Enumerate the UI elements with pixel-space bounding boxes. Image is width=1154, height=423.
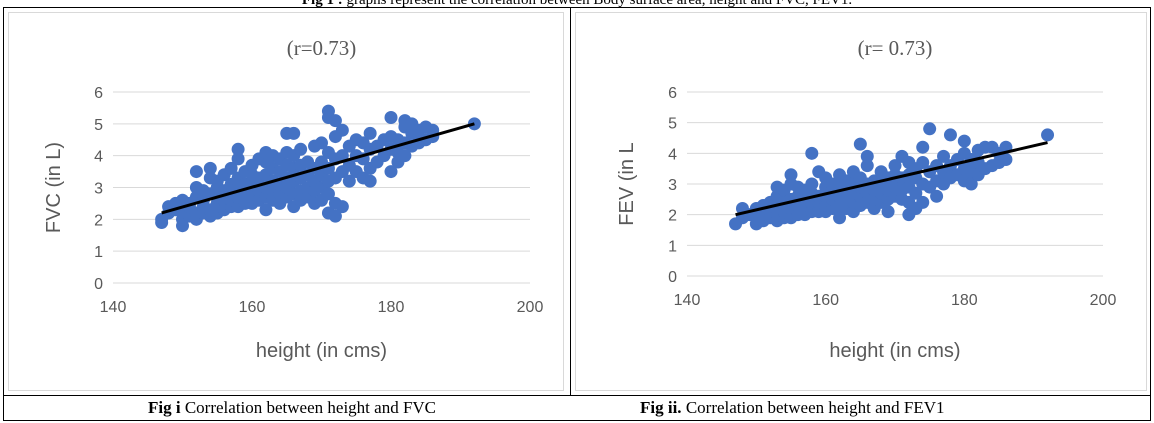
figure-table-row-divider xyxy=(3,395,1151,396)
y-axis-label: FVC (in L) xyxy=(43,142,65,233)
data-point xyxy=(294,142,308,156)
x-axis-label: height (in cms) xyxy=(829,340,960,362)
data-point xyxy=(853,137,867,151)
x-tick-label: 140 xyxy=(674,292,701,309)
figure-caption-fvc-text: Correlation between height and FVC xyxy=(180,398,437,417)
y-tick-label: 6 xyxy=(94,85,103,102)
data-point xyxy=(943,128,957,142)
data-point xyxy=(860,159,874,173)
x-axis-label: height (in cms) xyxy=(256,340,387,362)
figure-caption-fev-label: Fig ii. xyxy=(640,398,682,417)
y-tick-label: 0 xyxy=(94,276,103,293)
data-point xyxy=(916,156,930,170)
data-point xyxy=(1041,128,1055,142)
data-point xyxy=(398,149,412,163)
figure-group-caption-label: Fig 1 : xyxy=(301,0,343,8)
y-tick-label: 3 xyxy=(668,177,677,194)
y-tick-label: 4 xyxy=(94,149,103,166)
y-tick-label: 0 xyxy=(668,269,677,286)
data-point xyxy=(342,174,356,188)
data-point xyxy=(363,126,377,140)
data-point xyxy=(328,114,342,128)
chart-panel-fev: 0 1 2 3 4 5 6 140 160 180 200 (r= 0.73) height (in c… xyxy=(575,12,1147,391)
scatter-chart-fvc: 0 1 2 3 4 5 6 140 160 180 200 (r=0.73) height (in cm… xyxy=(8,12,564,391)
data-point xyxy=(805,177,819,191)
data-point xyxy=(964,177,978,191)
x-tick-label: 160 xyxy=(812,292,839,309)
data-point xyxy=(784,168,798,182)
data-point xyxy=(231,142,245,156)
y-tick-label: 3 xyxy=(94,181,103,198)
chart-panel-fvc: 0 1 2 3 4 5 6 140 160 180 200 (r=0.73) height (in cm… xyxy=(8,12,564,391)
y-axis-label: FEV (in L xyxy=(616,142,638,225)
data-point xyxy=(203,161,217,175)
figure-group-caption-text: graphs represent the correlation between… xyxy=(342,0,853,8)
data-point xyxy=(287,126,301,140)
trendline xyxy=(161,122,475,215)
data-point xyxy=(937,149,951,163)
data-point xyxy=(881,205,895,219)
scatter-chart-fev: 0 1 2 3 4 5 6 140 160 180 200 (r= 0.73) height (in c… xyxy=(575,12,1147,391)
data-point xyxy=(888,159,902,173)
data-point xyxy=(930,189,944,203)
data-point xyxy=(916,195,930,209)
data-point xyxy=(384,165,398,179)
trendline xyxy=(735,141,1048,217)
data-point xyxy=(833,211,847,225)
data-point xyxy=(363,174,377,188)
data-point xyxy=(805,146,819,160)
x-tick-label: 200 xyxy=(1090,292,1117,309)
data-point xyxy=(384,110,398,124)
y-tick-label: 6 xyxy=(668,85,677,102)
data-point xyxy=(335,149,349,163)
y-tick-label: 5 xyxy=(668,116,677,133)
x-tick-label: 180 xyxy=(378,299,405,316)
data-point xyxy=(231,152,245,166)
figure-table-column-divider xyxy=(570,7,571,395)
data-point xyxy=(916,140,930,154)
data-point xyxy=(999,152,1013,166)
data-point xyxy=(321,187,335,201)
data-point xyxy=(224,161,238,175)
data-point xyxy=(860,149,874,163)
data-point xyxy=(259,203,273,217)
chart-title: (r=0.73) xyxy=(287,36,357,60)
data-point xyxy=(923,122,937,136)
figure-caption-fvc: Fig i Correlation between height and FVC xyxy=(148,398,436,418)
data-point xyxy=(315,136,328,150)
x-tick-label: 200 xyxy=(517,299,544,316)
data-point xyxy=(321,104,335,118)
y-tick-label: 2 xyxy=(668,208,677,225)
y-tick-label: 2 xyxy=(94,212,103,229)
figure-caption-fev-text: Correlation between height and FEV1 xyxy=(681,398,945,417)
data-point xyxy=(189,165,203,179)
data-point xyxy=(909,186,923,200)
data-point xyxy=(328,209,342,223)
y-tick-label: 1 xyxy=(94,244,103,261)
chart-title: (r= 0.73) xyxy=(858,36,933,60)
y-tick-label: 1 xyxy=(668,238,677,255)
x-tick-label: 160 xyxy=(239,299,266,316)
figure-table-border xyxy=(3,7,1151,421)
figure-caption-fvc-label: Fig i xyxy=(148,398,181,417)
data-point xyxy=(335,200,349,214)
figure-group-caption: Fig 1 : graphs represent the correlation… xyxy=(0,0,1154,9)
y-tick-label: 4 xyxy=(668,146,677,163)
data-point xyxy=(335,123,349,137)
x-tick-label: 180 xyxy=(951,292,978,309)
data-point xyxy=(957,134,971,148)
y-tick-label: 5 xyxy=(94,117,103,134)
figure-caption-fev: Fig ii. Correlation between height and F… xyxy=(640,398,945,418)
x-tick-label: 140 xyxy=(100,299,127,316)
